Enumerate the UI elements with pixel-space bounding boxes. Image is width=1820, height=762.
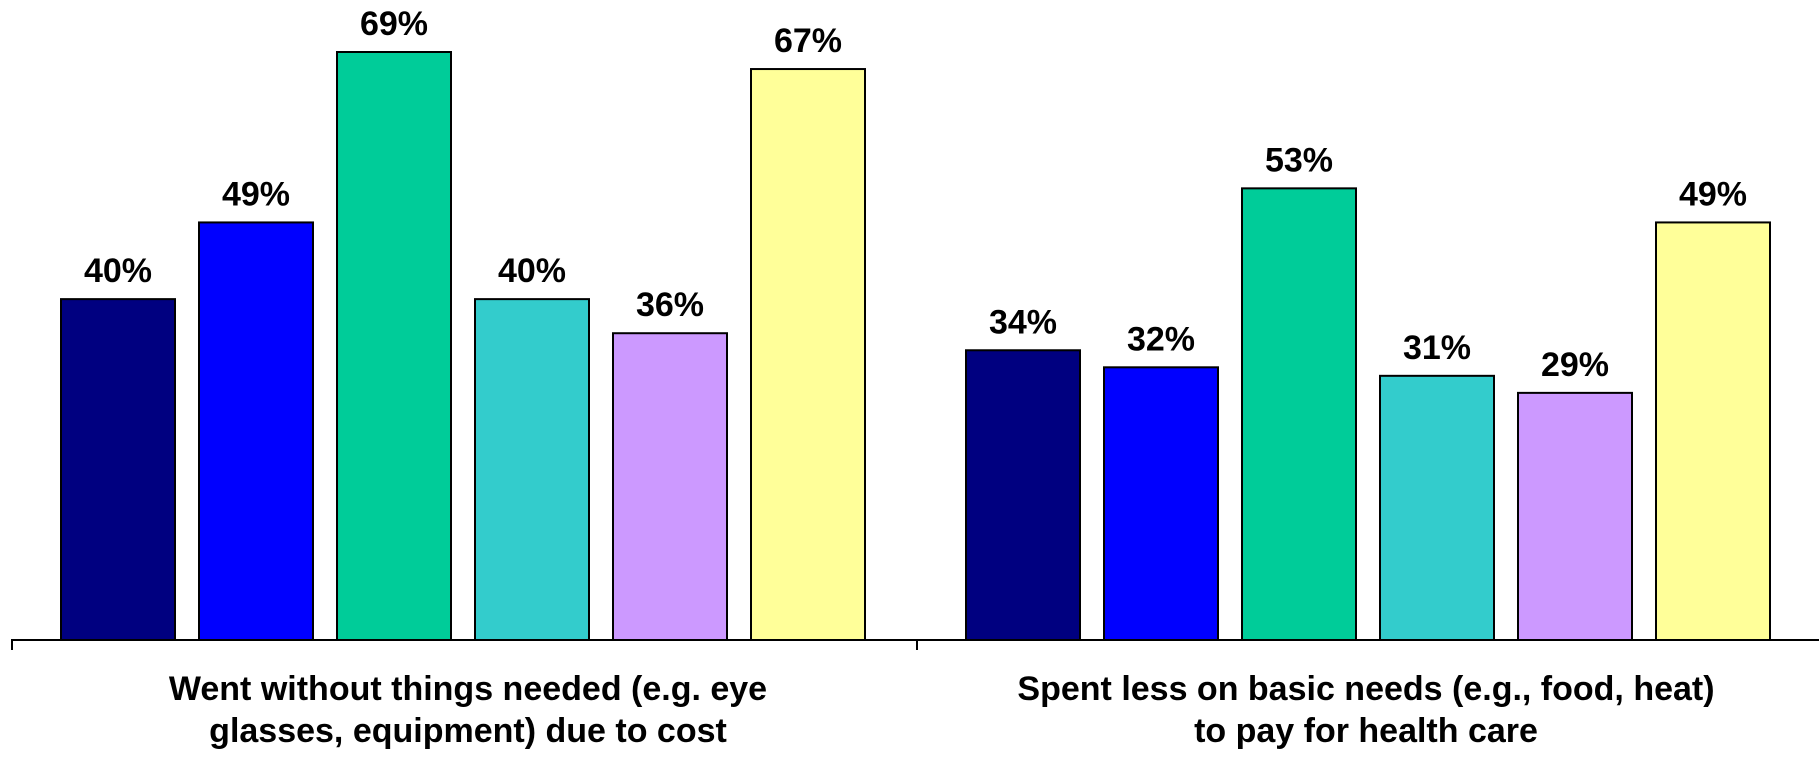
bar-group1-series6 (750, 68, 866, 642)
value-label-group1-series5: 36% (636, 286, 704, 324)
category-label-1: Went without things needed (e.g. eye gla… (88, 668, 848, 752)
category-label-2-line-2: to pay for health care (1194, 712, 1538, 750)
bar-group1-series4 (474, 298, 590, 641)
value-label-group1-series3: 69% (360, 5, 428, 43)
value-label-group2-series4: 31% (1403, 329, 1471, 367)
value-label-group1-series6: 67% (774, 22, 842, 60)
bar-group2-series3 (1241, 187, 1357, 641)
bars-layer (60, 51, 1771, 642)
bar-group2-series6 (1655, 221, 1771, 641)
value-labels-layer: 40% 49% 69% 40% 36% 67% 34% 32% 53% 31% 29% 49% (84, 5, 1747, 384)
value-label-group2-series1: 34% (989, 303, 1057, 341)
value-label-group2-series3: 53% (1265, 141, 1333, 179)
value-label-group2-series6: 49% (1679, 175, 1747, 213)
bar-group2-series1 (965, 349, 1081, 641)
bar-group2-series4 (1379, 374, 1495, 641)
bar-group2-series2 (1103, 366, 1219, 641)
bar-group1-series3 (336, 51, 452, 641)
bar-group1-series2 (198, 221, 314, 641)
category-label-1-line-2: glasses, equipment) due to cost (209, 712, 727, 750)
value-label-group1-series2: 49% (222, 175, 290, 213)
category-label-2: Spent less on basic needs (e.g., food, h… (986, 668, 1746, 752)
value-label-group1-series1: 40% (84, 252, 152, 290)
category-label-2-line-1: Spent less on basic needs (e.g., food, h… (1017, 670, 1715, 708)
bar-group2-series5 (1517, 391, 1633, 641)
bar-group1-series1 (60, 298, 176, 641)
value-label-group1-series4: 40% (498, 252, 566, 290)
value-label-group2-series2: 32% (1127, 320, 1195, 358)
category-label-1-line-1: Went without things needed (e.g. eye (168, 670, 768, 708)
x-axis (11, 639, 1819, 650)
bar-group1-series5 (612, 332, 728, 641)
value-label-group2-series5: 29% (1541, 346, 1609, 384)
